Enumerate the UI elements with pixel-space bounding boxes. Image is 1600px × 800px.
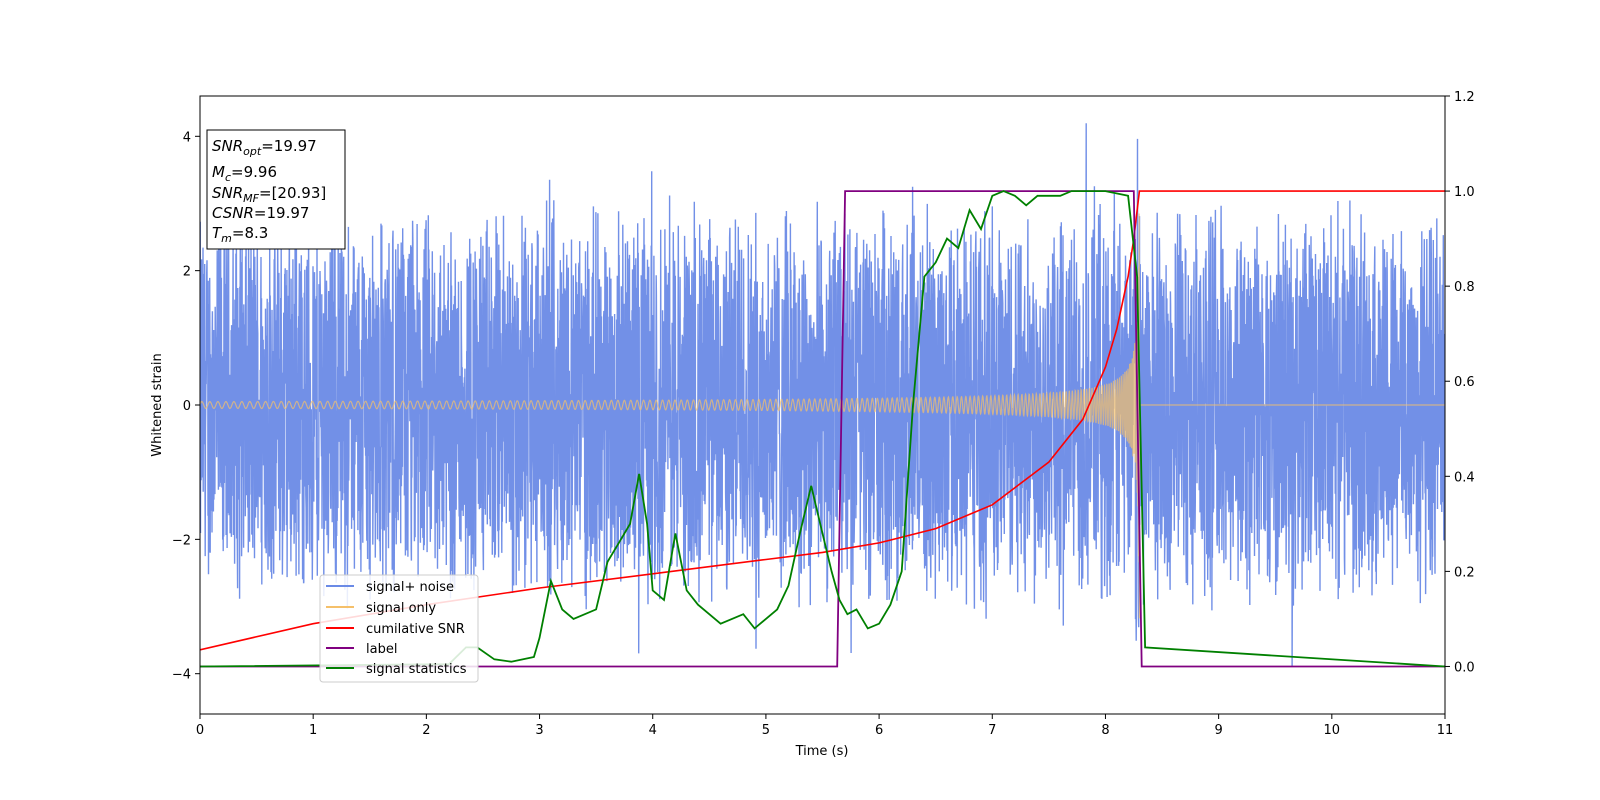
right-y-axis-ticks: 0.0 0.2 0.4 0.6 0.8 1.0 1.2 — [1445, 90, 1475, 675]
x-tick-label: 1 — [309, 723, 317, 738]
y-right-tick-label: 0.4 — [1454, 470, 1475, 485]
x-tick-label: 3 — [535, 723, 543, 738]
x-tick-label: 2 — [422, 723, 430, 738]
y-right-tick-label: 0.6 — [1454, 375, 1475, 390]
y-left-tick-label: 2 — [183, 265, 191, 280]
y-right-tick-label: 0.8 — [1454, 280, 1475, 295]
snr-mf-var: SNR — [212, 184, 243, 202]
x-axis-ticks: 0 1 2 3 4 5 6 7 8 9 10 11 — [196, 714, 1453, 738]
y-right-tick-label: 0.0 — [1454, 660, 1475, 675]
x-tick-label: 5 — [762, 723, 770, 738]
tm-text: Tm=8.3 — [212, 224, 268, 245]
snr-opt-sub: opt — [243, 145, 262, 158]
mc-value: =9.96 — [231, 163, 277, 181]
tm-var: T — [212, 224, 223, 242]
series-layer — [200, 123, 1445, 668]
snr-opt-value: =19.97 — [261, 137, 317, 155]
y-axis-label: Whitened strain — [150, 353, 165, 456]
y-left-tick-label: −2 — [172, 533, 191, 548]
info-box-frame — [206, 129, 346, 250]
x-tick-label: 9 — [1214, 723, 1222, 738]
y-right-tick-label: 1.2 — [1454, 90, 1475, 105]
y-right-tick-label: 0.2 — [1454, 565, 1475, 580]
legend: signal+ noise signal only cumilative SNR… — [319, 574, 479, 683]
snr-mf-value: =[20.93] — [259, 184, 326, 202]
y-right-tick-label: 1.0 — [1454, 185, 1475, 200]
x-tick-label: 7 — [988, 723, 996, 738]
series-label — [200, 190, 1445, 668]
y-left-tick-label: 4 — [183, 130, 191, 145]
x-tick-label: 8 — [1101, 723, 1109, 738]
x-tick-label: 11 — [1437, 723, 1454, 738]
info-box: SNRopt=19.97 Mc=9.96 SNRMF=[20.93] CSNR=… — [206, 129, 346, 250]
snr-mf-text: SNRMF=[20.93] — [212, 184, 326, 205]
legend-label-signal-only: signal only — [366, 601, 436, 616]
legend-label-signal-statistics: signal statistics — [366, 662, 467, 677]
csnr-var: CSNR — [212, 204, 254, 222]
csnr-text: CSNR=19.97 — [212, 204, 309, 222]
tm-value: =8.3 — [232, 224, 268, 242]
snr-mf-sub: MF — [243, 192, 259, 205]
series-cumulative-snr — [200, 190, 1445, 651]
mc-var: M — [212, 163, 225, 181]
x-axis-label: Time (s) — [795, 744, 849, 759]
y-left-tick-label: −4 — [172, 668, 191, 683]
legend-label-signal-noise: signal+ noise — [366, 580, 454, 595]
legend-label-label: label — [366, 642, 397, 657]
left-y-axis-ticks: −4 −2 0 2 4 — [172, 130, 200, 683]
mc-text: Mc=9.96 — [212, 163, 277, 184]
snr-opt-text: SNRopt=19.97 — [212, 137, 317, 158]
series-signal-statistics — [200, 190, 1445, 668]
series-signal-only — [200, 213, 1445, 619]
mc-sub: c — [225, 171, 231, 184]
csnr-value: =19.97 — [254, 204, 310, 222]
x-tick-label: 6 — [875, 723, 883, 738]
x-tick-label: 0 — [196, 723, 204, 738]
y-left-tick-label: 0 — [183, 399, 191, 414]
x-tick-label: 4 — [649, 723, 657, 738]
x-tick-label: 10 — [1324, 723, 1341, 738]
snr-opt-var: SNR — [212, 137, 243, 155]
series-signal-noise — [200, 123, 1445, 667]
legend-frame — [319, 574, 479, 683]
tm-sub: m — [221, 232, 232, 245]
legend-label-cumulative-snr: cumilative SNR — [366, 622, 465, 637]
